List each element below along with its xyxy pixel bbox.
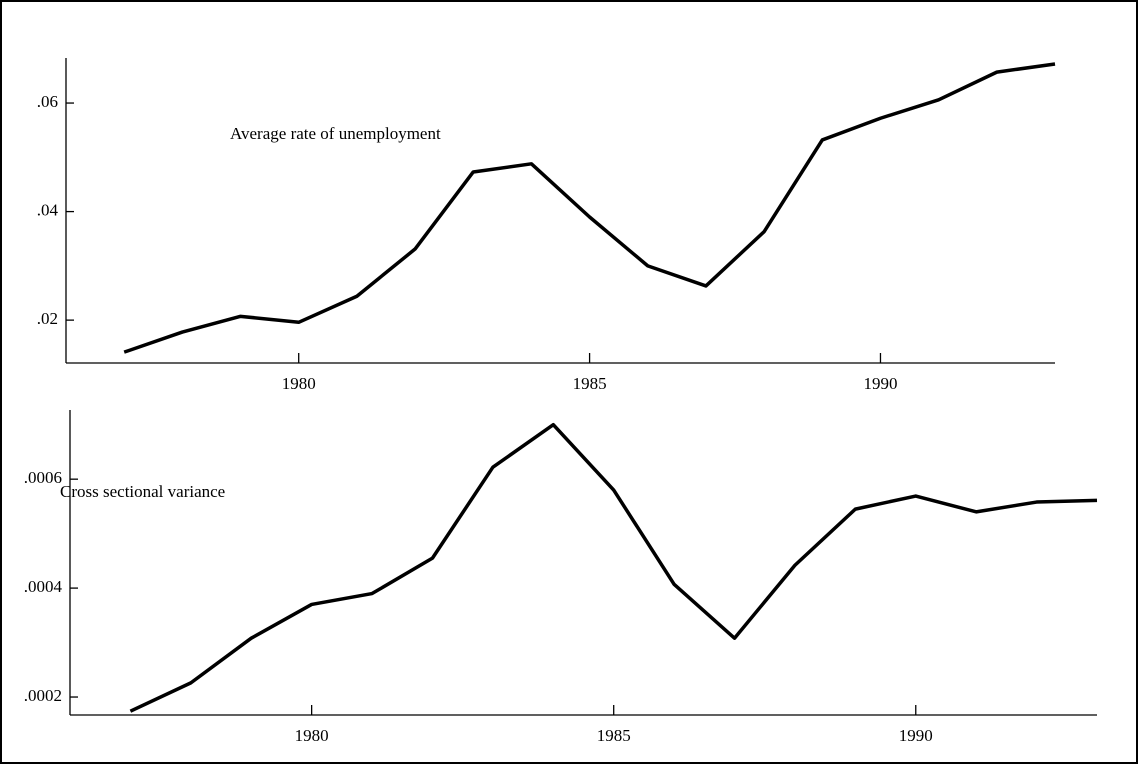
x-tick-label: 1990 (899, 726, 933, 745)
y-tick-label: .0004 (24, 577, 63, 596)
y-tick-label: .04 (37, 200, 59, 219)
annotation: Average rate of unemployment (230, 124, 441, 143)
data-line (123, 62, 1056, 354)
x-tick-label: 1985 (573, 374, 607, 393)
annotation: Cross sectional variance (60, 482, 225, 501)
y-tick-label: .0006 (24, 468, 62, 487)
x-tick-label: 1980 (295, 726, 329, 745)
y-tick-label: .06 (37, 92, 58, 111)
y-tick-label: .02 (37, 309, 58, 328)
y-tick-label: .0002 (24, 686, 62, 705)
data-line (129, 422, 1098, 713)
x-tick-label: 1985 (597, 726, 631, 745)
x-tick-label: 1990 (863, 374, 897, 393)
x-tick-label: 1980 (282, 374, 316, 393)
